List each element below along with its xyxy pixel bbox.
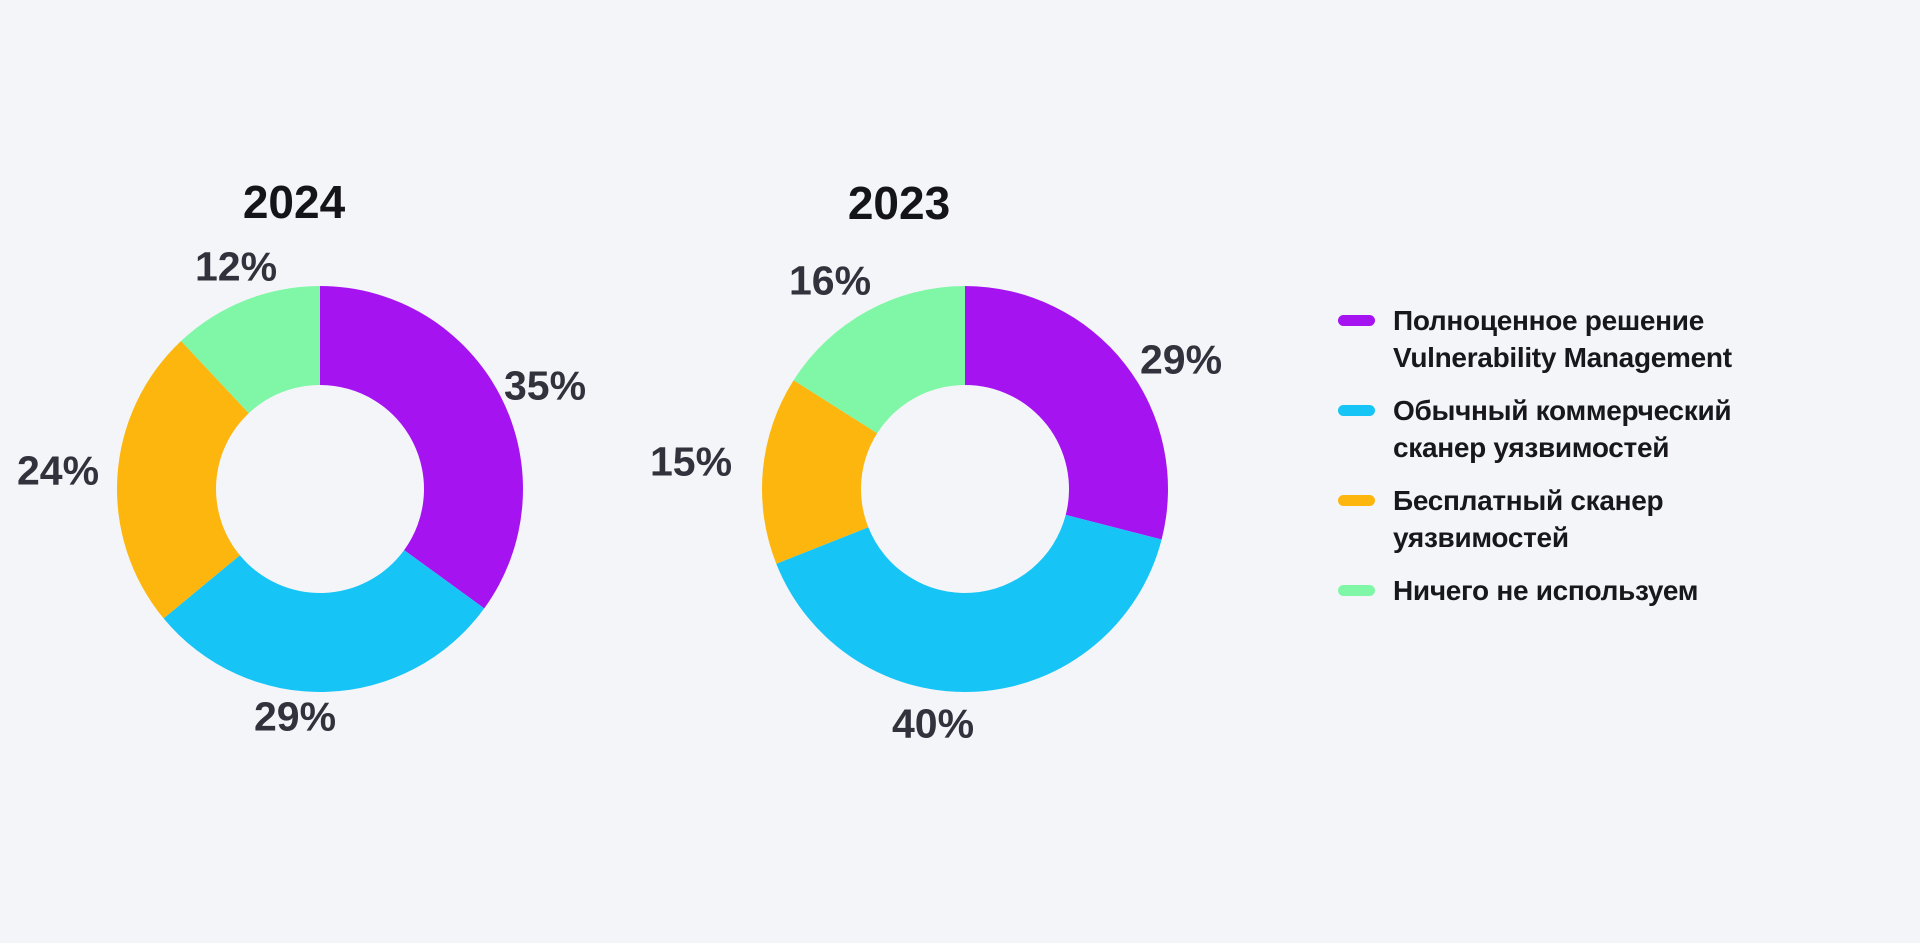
legend-item-commercial-scanner: Обычный коммерческий сканер уязвимостей [1338,392,1732,466]
donut-segment-2024-2 [117,341,249,619]
legend-label-free-scanner: Бесплатный сканер уязвимостей [1393,485,1664,553]
donut-segment-2023-1 [776,514,1162,692]
legend-label-vm-solution: Полноценное решение Vulnerability Manage… [1393,305,1732,373]
legend: Полноценное решение Vulnerability Manage… [1338,302,1732,609]
donut-segment-2024-3 [181,286,320,414]
donut-chart-2024 [117,286,523,692]
legend-label-commercial-scanner: Обычный коммерческий сканер уязвимостей [1393,395,1732,463]
label-2023-free-scanner: 15% [649,438,733,485]
legend-item-vm-solution: Полноценное решение Vulnerability Manage… [1338,302,1732,376]
label-2024-commercial-scanner: 29% [253,693,337,740]
donut-chart-2023 [762,286,1168,692]
legend-item-free-scanner: Бесплатный сканер уязвимостей [1338,482,1732,556]
donut-segment-2024-0 [320,286,523,609]
label-2023-vm-solution: 29% [1139,336,1223,383]
chart-title-2024: 2024 [242,176,346,229]
donut-segment-2023-2 [762,380,878,564]
legend-item-nothing-used: Ничего не используем [1338,572,1732,609]
label-2024-free-scanner: 24% [16,447,100,494]
chart-title-2023: 2023 [847,177,951,230]
legend-label-nothing-used: Ничего не используем [1393,575,1699,606]
donut-segment-2024-1 [163,550,485,692]
legend-swatch-nothing-used [1338,585,1375,596]
legend-swatch-vm-solution [1338,315,1375,326]
donut-segment-2023-0 [965,286,1168,540]
label-2023-commercial-scanner: 40% [891,700,975,747]
legend-swatch-free-scanner [1338,495,1375,506]
label-2024-nothing: 12% [194,243,278,290]
label-2024-vm-solution: 35% [503,362,587,409]
legend-swatch-commercial-scanner [1338,405,1375,416]
donut-segment-2023-3 [793,286,965,434]
label-2023-nothing: 16% [788,257,872,304]
